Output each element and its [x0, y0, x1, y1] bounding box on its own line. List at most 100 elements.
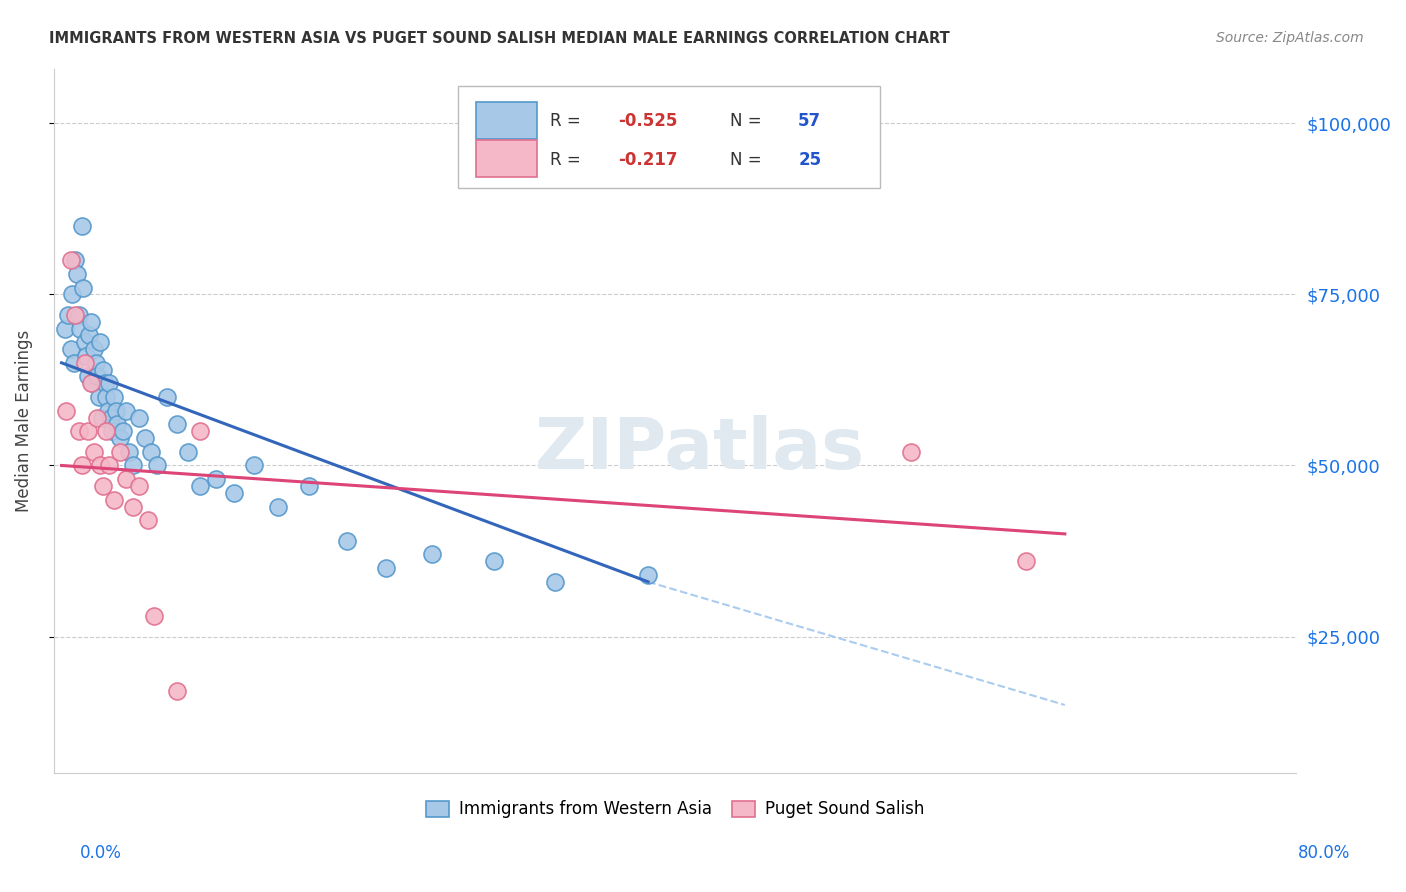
Point — [86, 410, 108, 425]
Point — [205, 472, 228, 486]
Point — [108, 431, 131, 445]
Point — [59, 342, 82, 356]
Point — [297, 479, 319, 493]
Point — [190, 479, 212, 493]
Point — [56, 308, 79, 322]
Point — [105, 417, 128, 432]
Point — [115, 403, 138, 417]
Point — [76, 424, 98, 438]
Point — [128, 479, 150, 493]
Point — [94, 376, 117, 391]
Point — [80, 376, 103, 391]
Point — [91, 479, 114, 493]
Y-axis label: Median Male Earnings: Median Male Earnings — [15, 330, 32, 512]
Point — [900, 444, 922, 458]
Point — [84, 356, 107, 370]
Text: R =: R = — [550, 151, 586, 169]
Point — [98, 458, 121, 473]
Point — [103, 390, 125, 404]
Point — [66, 267, 89, 281]
Point — [108, 444, 131, 458]
Text: 80.0%: 80.0% — [1298, 844, 1351, 862]
Point — [1015, 554, 1038, 568]
Point — [115, 472, 138, 486]
Point — [82, 376, 104, 391]
Point — [166, 417, 188, 432]
Point — [155, 390, 177, 404]
Point — [101, 424, 124, 438]
Point — [70, 219, 93, 233]
Point — [65, 253, 87, 268]
Point — [96, 390, 118, 404]
Point — [118, 444, 141, 458]
Point — [89, 458, 111, 473]
Text: R =: R = — [550, 112, 586, 129]
Text: ZIPatlas: ZIPatlas — [534, 415, 865, 483]
Point — [53, 321, 76, 335]
Point — [544, 574, 567, 589]
Point — [89, 335, 111, 350]
Point — [83, 342, 105, 356]
Point — [190, 424, 212, 438]
FancyBboxPatch shape — [477, 140, 537, 178]
Point — [98, 376, 121, 391]
Point — [70, 458, 93, 473]
Point — [243, 458, 266, 473]
Text: N =: N = — [730, 151, 766, 169]
Point — [103, 492, 125, 507]
Point — [75, 349, 97, 363]
Point — [482, 554, 505, 568]
Point — [65, 308, 87, 322]
Point — [67, 308, 90, 322]
Point — [100, 410, 122, 425]
Point — [60, 287, 83, 301]
Text: Source: ZipAtlas.com: Source: ZipAtlas.com — [1216, 31, 1364, 45]
Text: 25: 25 — [799, 151, 821, 169]
Text: IMMIGRANTS FROM WESTERN ASIA VS PUGET SOUND SALISH MEDIAN MALE EARNINGS CORRELAT: IMMIGRANTS FROM WESTERN ASIA VS PUGET SO… — [49, 31, 950, 46]
Point — [83, 444, 105, 458]
Point — [224, 486, 246, 500]
Point — [55, 403, 77, 417]
Point — [136, 513, 159, 527]
Point — [139, 444, 162, 458]
Point — [73, 335, 96, 350]
Point — [121, 500, 143, 514]
Text: 57: 57 — [799, 112, 821, 129]
Point — [104, 403, 127, 417]
Text: 0.0%: 0.0% — [80, 844, 122, 862]
Point — [73, 356, 96, 370]
Point — [76, 369, 98, 384]
Point — [374, 561, 396, 575]
Point — [59, 253, 82, 268]
Point — [121, 458, 143, 473]
Point — [97, 403, 120, 417]
Point — [96, 424, 118, 438]
FancyBboxPatch shape — [458, 87, 880, 188]
Point — [91, 362, 114, 376]
Point — [420, 548, 443, 562]
Point — [128, 410, 150, 425]
Point — [336, 533, 359, 548]
Point — [69, 321, 91, 335]
Legend: Immigrants from Western Asia, Puget Sound Salish: Immigrants from Western Asia, Puget Soun… — [419, 794, 931, 825]
Point — [90, 410, 112, 425]
Point — [67, 424, 90, 438]
Text: -0.525: -0.525 — [619, 112, 678, 129]
Point — [80, 315, 103, 329]
Point — [87, 390, 110, 404]
Point — [134, 431, 156, 445]
Text: N =: N = — [730, 112, 766, 129]
Point — [146, 458, 169, 473]
Point — [637, 568, 659, 582]
Point — [86, 369, 108, 384]
Point — [177, 444, 200, 458]
Point — [112, 424, 135, 438]
Point — [166, 684, 188, 698]
Point — [266, 500, 288, 514]
FancyBboxPatch shape — [477, 103, 537, 139]
Point — [72, 280, 94, 294]
Point — [63, 356, 86, 370]
Text: -0.217: -0.217 — [619, 151, 678, 169]
Point — [143, 609, 166, 624]
Point — [79, 328, 101, 343]
